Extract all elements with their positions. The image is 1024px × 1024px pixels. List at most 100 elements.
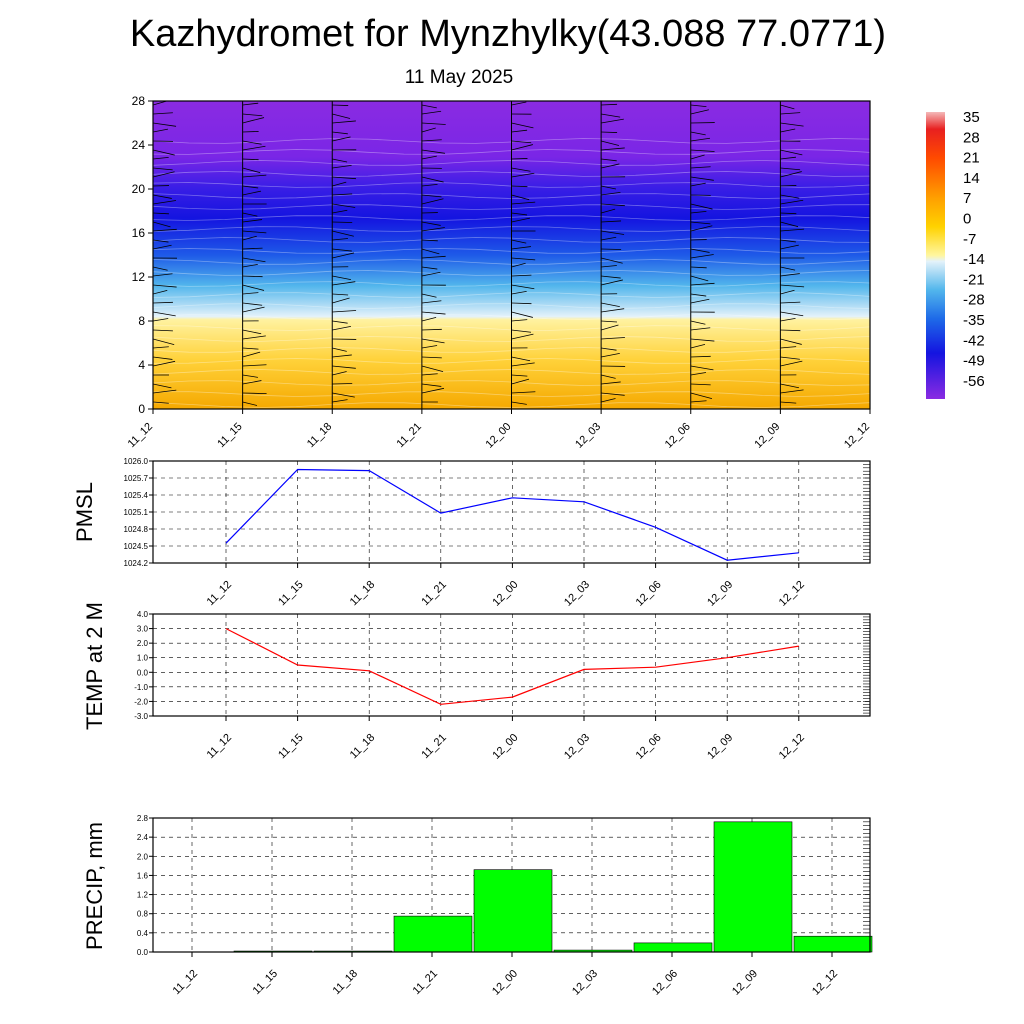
y-tick-label: 24 <box>132 138 146 152</box>
x-tick-label: 11_18 <box>348 579 378 609</box>
x-tick-label: 12_12 <box>810 968 840 998</box>
wind-barb <box>332 203 356 208</box>
wind-barb <box>242 275 263 278</box>
wind-barb <box>242 174 267 178</box>
x-tick-label: 12_03 <box>562 732 592 762</box>
wind-barb <box>869 221 870 222</box>
wind-barb <box>869 303 870 304</box>
wind-barb <box>332 158 348 163</box>
panel-frame <box>152 817 871 953</box>
wind-barb <box>780 346 797 349</box>
wind-barb <box>153 194 172 199</box>
x-tick-label: 12_12 <box>842 421 872 451</box>
wind-barb <box>242 247 263 250</box>
wind-barb <box>153 228 177 232</box>
x-tick-label: 12_12 <box>777 579 807 609</box>
wind-barb <box>332 238 348 241</box>
wind-barb <box>601 302 620 307</box>
precip-bar <box>633 942 713 953</box>
wind-barb <box>869 186 870 187</box>
wind-barb <box>869 248 870 249</box>
wind-barb <box>601 140 620 146</box>
wind-barb <box>869 194 870 195</box>
wind-barb <box>332 104 349 106</box>
wind-barb <box>780 389 804 394</box>
wind-barb <box>511 291 527 295</box>
x-tick-label: 12_03 <box>573 421 603 451</box>
wind-barb <box>332 297 350 304</box>
temp-ylabel: TEMP at 2 M <box>82 602 107 730</box>
wind-barb <box>511 194 530 201</box>
y-tick-label: 1025.1 <box>124 508 149 517</box>
wind-barb <box>332 310 357 313</box>
wind-barb <box>869 375 870 376</box>
wind-barb <box>869 383 870 384</box>
wind-barb <box>511 201 536 205</box>
precip-bar <box>393 915 473 953</box>
wind-barb <box>690 254 714 259</box>
wind-barb <box>242 264 258 268</box>
x-tick-label: 11_12 <box>205 732 235 762</box>
panel-frame <box>152 613 871 717</box>
wind-barb <box>869 365 870 366</box>
wind-barb <box>242 219 263 223</box>
wind-barb <box>511 302 532 305</box>
wind-barb <box>690 275 709 282</box>
wind-barb <box>511 217 530 223</box>
wind-barb <box>421 198 444 205</box>
y-tick-label: 1024.2 <box>124 559 149 568</box>
colorbar-label: 7 <box>963 190 971 207</box>
wind-barb <box>869 239 870 240</box>
wind-barb <box>869 330 870 331</box>
wind-barb <box>421 316 437 322</box>
wind-barb <box>690 338 715 342</box>
wind-barb <box>332 293 349 296</box>
wind-barb <box>332 281 356 286</box>
colorbar-label: 28 <box>963 129 980 146</box>
wind-barb <box>153 356 173 360</box>
wind-barb <box>153 383 172 389</box>
wind-barb <box>421 328 442 331</box>
wind-barb <box>421 373 438 376</box>
wind-barb <box>421 227 445 232</box>
colorbar-label: -35 <box>963 312 985 329</box>
precip-ylabel: PRECIP, mm <box>82 822 107 950</box>
wind-barb <box>332 120 356 124</box>
wind-barb <box>780 311 804 317</box>
wind-barb <box>780 266 796 271</box>
wind-barb <box>690 355 711 358</box>
wind-barb <box>511 185 528 188</box>
wind-barb <box>153 401 169 404</box>
wind-barb <box>601 398 616 403</box>
wind-barb <box>601 392 625 396</box>
wind-barb <box>601 113 621 118</box>
colorbar-label: -14 <box>963 251 985 268</box>
wind-barb <box>511 144 533 151</box>
wind-barb <box>511 246 531 250</box>
wind-barb <box>690 176 714 181</box>
wind-barb <box>601 147 625 151</box>
wind-barb <box>421 139 442 142</box>
wind-barb <box>153 122 177 127</box>
wind-barb <box>153 284 177 288</box>
temp-panel: TEMP at 2 M -3.0 -2.0 -1.0 0.0 1.0 2.0 3.0 4.0 1… <box>82 602 871 762</box>
wind-barb <box>869 131 870 132</box>
wind-barb <box>332 347 347 352</box>
wind-barb <box>690 137 711 142</box>
wind-barb <box>690 225 713 232</box>
wind-barb <box>153 318 169 322</box>
wind-barb <box>511 257 536 261</box>
y-tick-label: 2.0 <box>137 852 149 861</box>
wind-barb <box>690 282 715 286</box>
wind-barb <box>242 292 259 295</box>
wind-barb <box>242 380 262 385</box>
wind-barb <box>690 149 715 152</box>
wind-barb <box>869 114 870 115</box>
wind-barb <box>869 338 870 339</box>
wind-barb <box>601 275 621 279</box>
wind-barb <box>690 248 710 253</box>
y-tick-label: 1025.4 <box>124 491 149 500</box>
wind-barb <box>690 372 707 376</box>
wind-barb <box>153 156 169 160</box>
